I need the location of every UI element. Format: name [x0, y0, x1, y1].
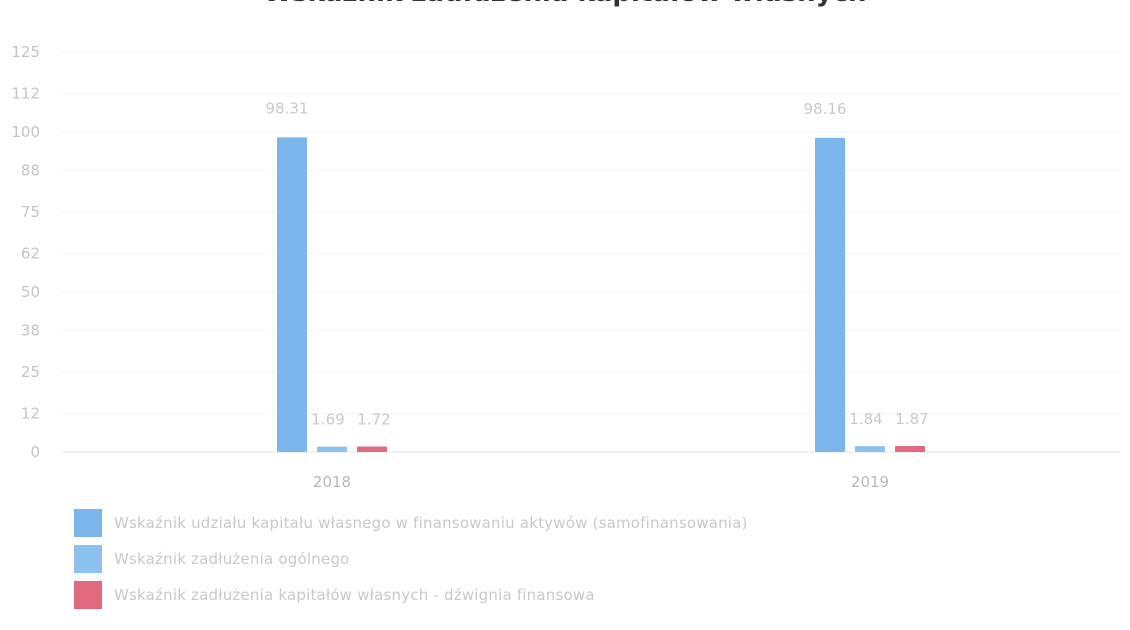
y-tick-label: 38 — [21, 321, 40, 339]
data-label: 1.72 — [357, 411, 390, 429]
y-tick-label: 75 — [21, 203, 40, 221]
data-label: 1.87 — [895, 410, 928, 428]
x-tick-label: 2019 — [851, 473, 889, 491]
chart-title: Wskaźnik zadłużenia kapitałów własnych — [0, 0, 1130, 18]
bar-series-2 — [855, 446, 885, 452]
y-tick-label: 112 — [11, 85, 40, 103]
data-label: 1.84 — [849, 410, 882, 428]
x-tick-label: 2018 — [313, 473, 351, 491]
bar-series-3 — [895, 446, 925, 452]
legend-swatch-series-3 — [74, 581, 102, 609]
y-tick-label: 88 — [21, 161, 40, 179]
legend-swatch-series-2 — [74, 545, 102, 573]
legend-label-series-2: Wskaźnik zadłużenia ogólnego — [114, 550, 350, 568]
y-tick-label: 12 — [21, 405, 40, 423]
legend-label-series-3: Wskaźnik zadłużenia kapitałów własnych -… — [114, 586, 595, 604]
y-tick-label: 100 — [11, 123, 40, 141]
data-label: 98.31 — [266, 99, 309, 117]
data-label: 1.69 — [311, 411, 344, 429]
data-label: 98.16 — [804, 100, 847, 118]
legend-item-series-1[interactable]: Wskaźnik udziału kapitału własnego w fin… — [74, 508, 748, 538]
y-tick-label: 25 — [21, 363, 40, 381]
bar-series-2 — [317, 446, 347, 452]
bar-series-1 — [277, 137, 307, 452]
y-tick-label: 0 — [30, 443, 40, 461]
bar-series-3 — [357, 446, 387, 452]
y-tick-label: 50 — [21, 283, 40, 301]
chart-legend: Wskaźnik udziału kapitału własnego w fin… — [74, 508, 748, 616]
legend-label-series-1: Wskaźnik udziału kapitału własnego w fin… — [114, 514, 748, 532]
y-tick-label: 125 — [11, 43, 40, 61]
legend-item-series-3[interactable]: Wskaźnik zadłużenia kapitałów własnych -… — [74, 580, 748, 610]
bar-chart: 0 12 25 38 50 62 75 88 100 112 125 98.31 1.69 1.72 201… — [11, 43, 1120, 491]
legend-item-series-2[interactable]: Wskaźnik zadłużenia ogólnego — [74, 544, 748, 574]
bar-series-1 — [815, 137, 845, 452]
legend-swatch-series-1 — [74, 509, 102, 537]
y-tick-label: 62 — [21, 245, 40, 263]
